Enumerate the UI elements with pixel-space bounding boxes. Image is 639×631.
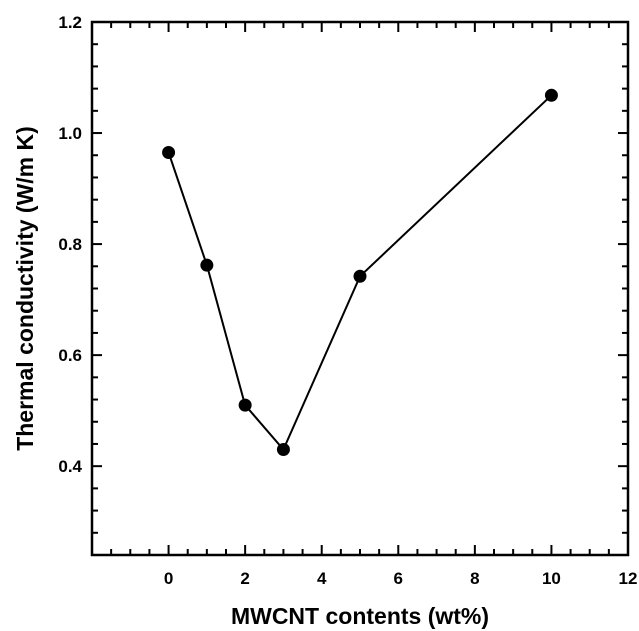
y-tick-label: 1.0 <box>58 124 82 143</box>
y-tick-label: 0.8 <box>58 235 82 254</box>
x-axis-title: MWCNT contents (wt%) <box>231 603 489 629</box>
data-point <box>200 258 214 272</box>
y-tick-label: 1.2 <box>58 13 82 32</box>
y-axis-title: Thermal conductivity (W/m K) <box>12 126 38 451</box>
plot-frame <box>90 20 630 557</box>
x-tick-label: 8 <box>470 569 479 588</box>
x-tick-label: 4 <box>317 569 327 588</box>
data-point <box>544 88 558 102</box>
y-tick-label: 0.4 <box>58 457 82 476</box>
data-point <box>353 269 367 283</box>
series-layer <box>162 88 558 457</box>
x-tick-label: 12 <box>619 569 638 588</box>
data-point <box>162 145 176 159</box>
series-line <box>167 94 553 452</box>
y-tick-labels: 0.4 0.6 0.8 1.0 1.2 <box>58 13 82 476</box>
x-tick-label: 10 <box>542 569 561 588</box>
x-tick-labels: 0 2 4 6 8 10 12 <box>164 569 638 588</box>
x-tick-label: 2 <box>240 569 249 588</box>
x-tick-label: 0 <box>164 569 173 588</box>
y-tick-label: 0.6 <box>58 346 82 365</box>
data-point <box>276 443 290 457</box>
axis-ticks <box>92 22 628 555</box>
x-tick-label: 6 <box>394 569 403 588</box>
data-point <box>238 398 252 412</box>
